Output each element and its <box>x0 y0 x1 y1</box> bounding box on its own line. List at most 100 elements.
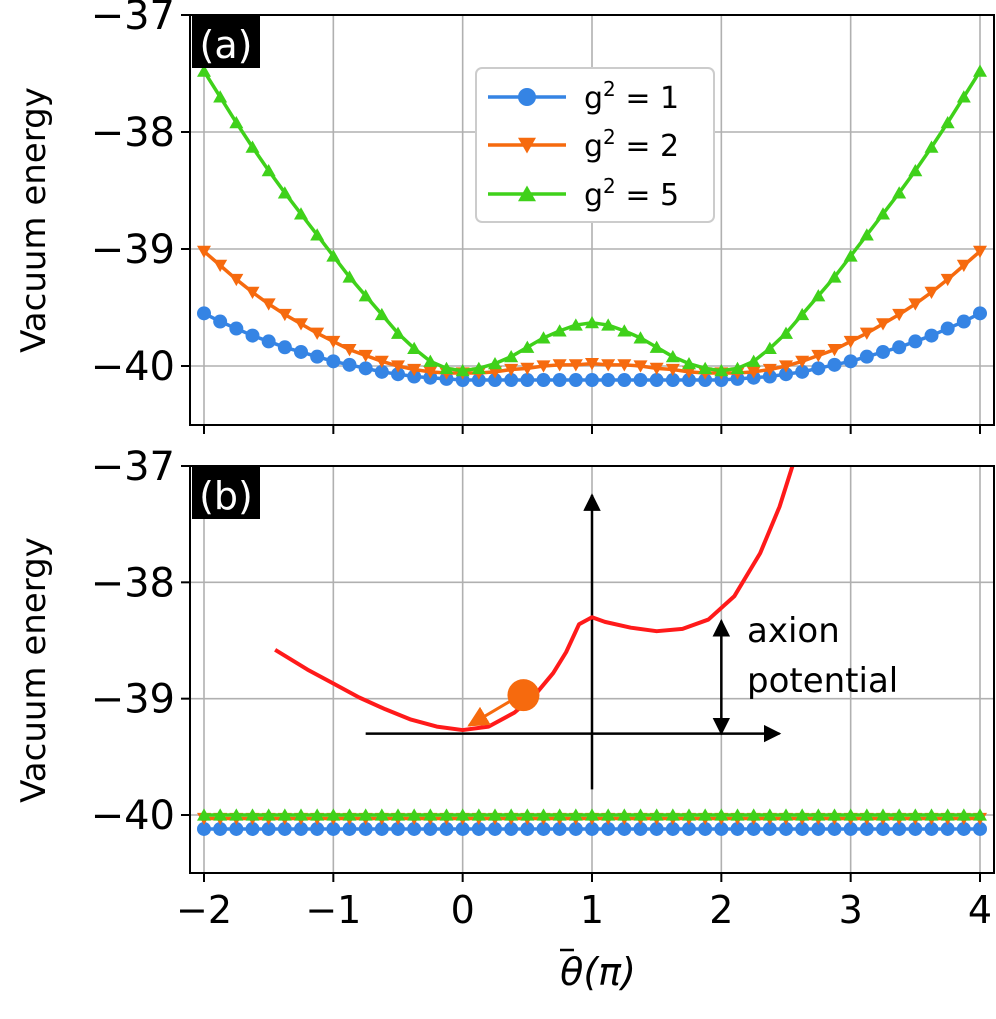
data-point-g2 <box>568 359 583 372</box>
data-point-g1 <box>859 349 874 364</box>
flat-point-g5 <box>876 808 890 821</box>
flat-point-g1 <box>471 821 486 836</box>
flat-point-g5 <box>843 808 858 821</box>
x-tick-label: 2 <box>709 888 733 932</box>
legend-marker-g1 <box>518 88 536 106</box>
flat-point-g1 <box>277 821 292 836</box>
legend: g2 = 1 g2 = 2 g2 = 5 <box>475 67 715 223</box>
data-point-g1 <box>358 361 373 376</box>
legend-entry-g5: g2 = 5 <box>488 174 679 213</box>
data-point-g5 <box>504 349 519 363</box>
legend-box <box>475 67 715 223</box>
data-point-g2 <box>682 366 696 379</box>
flat-point-g1 <box>795 821 810 836</box>
data-point-g2 <box>892 308 907 322</box>
data-point-g5 <box>617 324 632 337</box>
flat-point-g5 <box>213 808 228 821</box>
data-point-g2 <box>746 366 761 379</box>
data-point-g5 <box>310 228 325 241</box>
data-point-g1 <box>714 373 729 388</box>
data-point-g1 <box>940 321 955 336</box>
flat-point-g1 <box>294 821 308 836</box>
inset-annotation-axion: axion <box>747 611 840 651</box>
data-point-g1 <box>762 369 777 384</box>
flat-point-g5 <box>504 808 519 821</box>
data-point-g5 <box>197 64 211 77</box>
flat-point-g1 <box>762 821 777 836</box>
data-point-g1 <box>488 373 502 388</box>
data-point-g5 <box>762 341 777 355</box>
data-point-g2 <box>827 344 842 357</box>
flat-point-g5 <box>310 808 325 821</box>
flat-point-g5 <box>956 808 971 821</box>
data-point-g5 <box>908 163 923 177</box>
flat-point-g5 <box>391 808 405 821</box>
data-point-g2 <box>811 349 826 363</box>
x-axis-label: θ(π) <box>560 950 636 994</box>
panel-b-label-box <box>192 467 260 519</box>
flat-point-g5 <box>536 808 551 821</box>
flat-point-g5 <box>229 808 244 821</box>
data-point-g1 <box>520 373 535 388</box>
x-tick-label: −2 <box>176 888 232 932</box>
flat-point-g5 <box>649 808 664 821</box>
flat-point-g5 <box>633 808 648 821</box>
data-point-g5 <box>698 361 713 374</box>
flat-point-g5 <box>617 808 632 821</box>
panel-a-ylabel: Vacuum energy <box>14 87 54 353</box>
data-point-g2 <box>310 327 325 340</box>
flat-point-g1 <box>536 821 551 836</box>
flat-point-g1 <box>213 821 228 836</box>
data-point-g5 <box>520 340 535 353</box>
flat-point-g1 <box>682 821 696 836</box>
flat-point-g1 <box>552 821 567 836</box>
legend-entry-g2: g2 = 2 <box>488 125 679 164</box>
legend-marker-g2 <box>518 137 536 154</box>
data-point-g1 <box>827 357 842 372</box>
flat-point-g5 <box>423 808 438 821</box>
data-point-g1 <box>294 344 308 359</box>
data-point-g5 <box>277 186 292 199</box>
flat-point-g1 <box>924 821 939 836</box>
data-point-g5 <box>876 207 890 220</box>
data-point-g1 <box>245 328 260 343</box>
data-point-g1 <box>601 373 616 388</box>
data-point-g5 <box>568 318 583 331</box>
flat-point-g1 <box>358 821 373 836</box>
y-tick-label: −39 <box>91 677 175 723</box>
data-point-g2 <box>843 335 858 349</box>
data-point-g5 <box>294 207 308 220</box>
data-point-g1 <box>908 334 923 349</box>
data-point-g2 <box>601 359 616 372</box>
flat-point-g1 <box>504 821 519 836</box>
flat-point-g1 <box>617 821 632 836</box>
y-tick-label: −40 <box>91 344 175 390</box>
flat-point-g5 <box>374 808 389 821</box>
flat-point-g5 <box>439 808 454 821</box>
data-point-g5 <box>665 349 680 363</box>
ball-roll-arrow <box>467 697 516 727</box>
flat-point-g1 <box>601 821 616 836</box>
data-point-g5 <box>795 307 810 321</box>
data-point-g1 <box>552 373 567 388</box>
data-point-g2 <box>213 259 228 273</box>
flat-point-g1 <box>859 821 874 836</box>
data-point-g2 <box>585 358 599 371</box>
flat-point-g5 <box>552 808 567 821</box>
flat-point-g5 <box>245 808 260 821</box>
data-point-g2 <box>407 363 422 377</box>
data-point-g2 <box>908 298 923 311</box>
data-point-g5 <box>423 354 438 367</box>
inset-annotation-potential: potential <box>747 661 898 701</box>
data-point-g5 <box>536 331 551 344</box>
data-point-g1 <box>665 373 680 388</box>
data-point-g1 <box>956 314 971 329</box>
flat-point-g1 <box>374 821 389 836</box>
data-point-g2 <box>504 363 519 377</box>
flat-point-g5 <box>940 808 955 821</box>
data-point-g5 <box>924 140 939 153</box>
data-point-g2 <box>617 359 632 372</box>
flat-point-g5 <box>827 808 842 821</box>
data-point-g5 <box>633 331 648 344</box>
data-point-g2 <box>391 360 405 373</box>
